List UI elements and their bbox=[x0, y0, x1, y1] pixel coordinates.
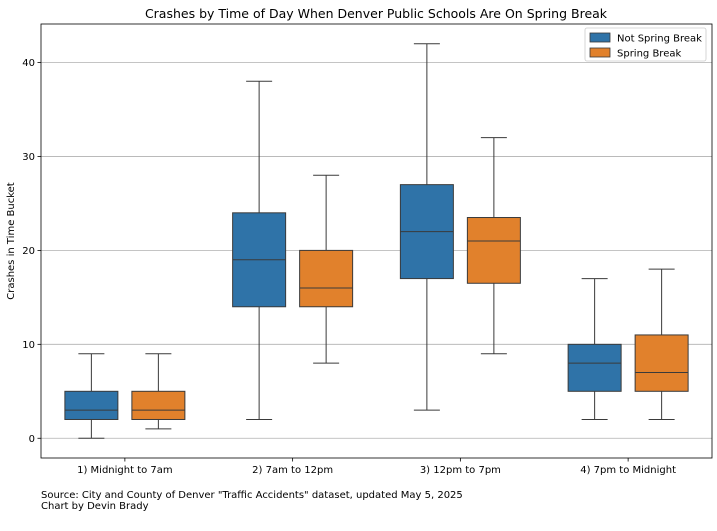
iqr-box bbox=[567, 343, 622, 392]
box-spring-break bbox=[634, 268, 689, 420]
x-tick-label: 2) 7am to 12pm bbox=[252, 465, 333, 476]
y-tick-label: 30 bbox=[22, 152, 35, 163]
box-spring-break bbox=[131, 353, 186, 430]
boxes-layer bbox=[64, 43, 689, 439]
box-not-spring-break bbox=[399, 43, 454, 411]
iqr-box bbox=[131, 390, 186, 420]
plot-frame bbox=[40, 23, 713, 459]
box-spring-break bbox=[466, 137, 521, 355]
x-tick-label: 3) 12pm to 7pm bbox=[420, 465, 501, 476]
chart-title: Crashes by Time of Day When Denver Publi… bbox=[145, 6, 608, 21]
legend: Not Spring Break Spring Break bbox=[584, 27, 707, 62]
box-not-spring-break bbox=[567, 278, 622, 420]
box-not-spring-break bbox=[232, 80, 287, 420]
y-tick-label: 0 bbox=[29, 434, 35, 445]
y-tick-label: 10 bbox=[22, 340, 35, 351]
legend-swatch bbox=[589, 32, 611, 43]
y-tick-label: 20 bbox=[22, 246, 35, 257]
chart-credit: Chart by Devin Brady bbox=[41, 501, 149, 512]
y-axis-label: Crashes in Time Bucket bbox=[6, 182, 17, 300]
x-tick-label: 4) 7pm to Midnight bbox=[580, 465, 676, 476]
iqr-box bbox=[466, 217, 521, 284]
axis-ticks: 0 10 20 30 40 1) Midnight to 7am 2) 7am to 12p… bbox=[22, 58, 676, 476]
iqr-box bbox=[634, 334, 689, 392]
iqr-box bbox=[299, 249, 354, 308]
x-tick-label: 1) Midnight to 7am bbox=[77, 465, 173, 476]
source-note: Source: City and County of Denver "Traff… bbox=[41, 490, 463, 501]
legend-swatch bbox=[589, 47, 611, 58]
legend-frame bbox=[584, 27, 707, 62]
legend-label: Spring Break bbox=[617, 49, 681, 60]
legend-label: Not Spring Break bbox=[617, 34, 702, 45]
y-tick-label: 40 bbox=[22, 58, 35, 69]
box-spring-break bbox=[299, 174, 354, 364]
iqr-box bbox=[64, 390, 119, 420]
box-not-spring-break bbox=[64, 353, 119, 439]
